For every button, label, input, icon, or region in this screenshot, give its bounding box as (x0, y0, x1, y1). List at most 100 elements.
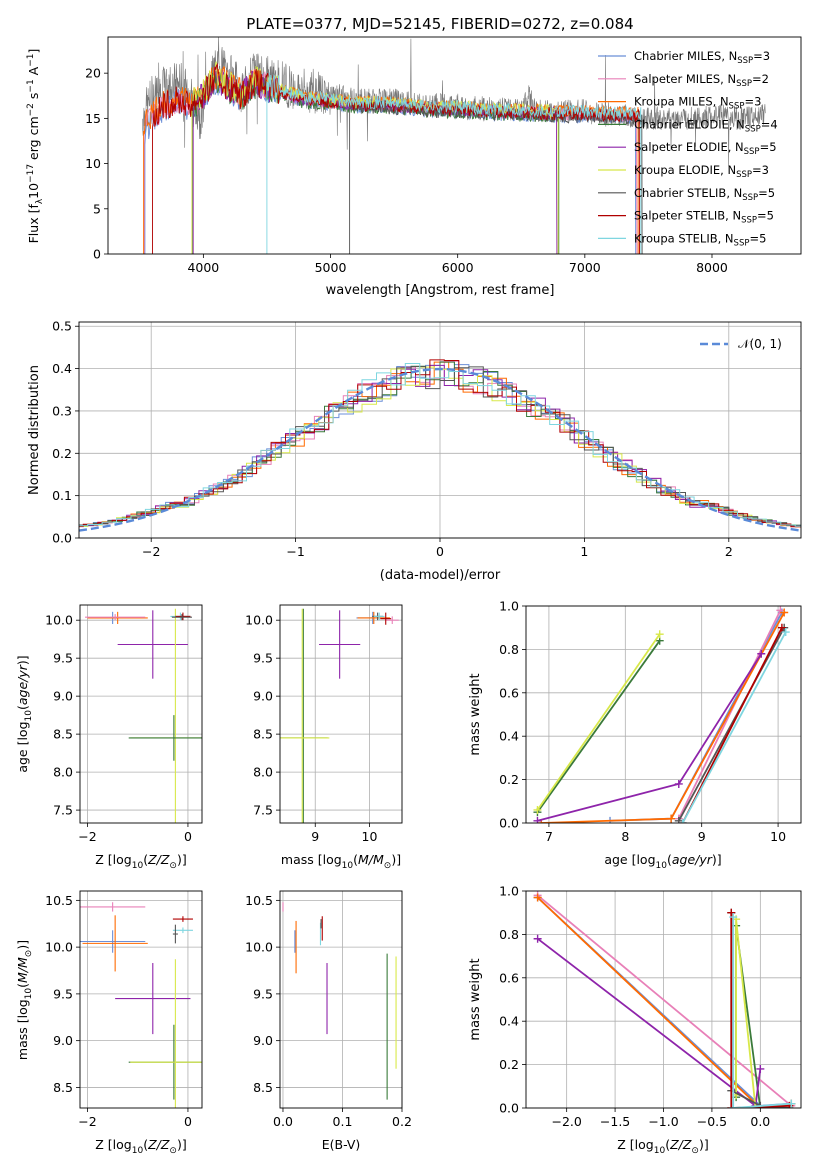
weight-line-kroupa-miles (536, 896, 792, 1108)
y-tick-label: 0.2 (499, 772, 519, 787)
axes-weight_vs_Z: −2.0 −1.5 −1.0 −0.5 0.0 0.0 0.2 0.4 0.6 0.8 1.0 mas… (468, 884, 802, 1156)
x-tick-label: 6000 (442, 260, 474, 275)
legend-label: Salpeter STELIB, NSSP=5 (634, 209, 774, 226)
x-tick-label: 1 (580, 544, 588, 559)
x-axis-label: (data-model)/error (380, 568, 501, 583)
x-tick-label: −1.0 (648, 1114, 678, 1129)
y-axis-label: Flux [fλ10−17 erg cm−2 s−1 A−1] (26, 49, 45, 244)
weight-marker (655, 630, 664, 639)
weight-marker (727, 908, 736, 917)
y-tick-label: 0.2 (52, 446, 72, 461)
weight-line-salpeter-elodie (537, 653, 763, 822)
axes-weight_vs_age: 7 8 9 10 0.0 0.2 0.4 0.6 0.8 1.0 mass weight age [l… (468, 599, 802, 871)
weight-marker (678, 819, 687, 823)
axes-frame (525, 605, 802, 824)
weight-marker (533, 816, 542, 823)
x-axis-label: age [log10(age/yr)] (604, 852, 721, 871)
y-tick-label: 7.5 (53, 803, 73, 818)
weight-line-salpeter-stelib (730, 912, 790, 1108)
y-tick-label: 8.5 (253, 1080, 273, 1095)
y-tick-label: 0.1 (52, 488, 72, 503)
x-tick-label: 0.0 (273, 1114, 293, 1129)
y-axis-label: mass [log10(M/M⊙)] (15, 940, 34, 1060)
points-mass_vs_Z (80, 902, 202, 1108)
y-tick-label: 15 (85, 111, 101, 126)
axes-frame (107, 36, 802, 255)
x-tick-label: 2 (725, 544, 733, 559)
weight-marker (757, 649, 766, 658)
weight-line-kroupa-miles (541, 612, 785, 823)
weight-line-kroupa-elodie (536, 633, 661, 811)
weight-marker (780, 608, 789, 617)
x-tick-label: 5000 (315, 260, 347, 275)
legend-label: Chabrier ELODIE, NSSP=4 (634, 117, 778, 134)
y-tick-label: 20 (85, 66, 101, 81)
weight-line-chabrier-elodie (536, 640, 661, 813)
spectrum-lines (142, 37, 766, 254)
x-tick-label: −2 (78, 1114, 96, 1129)
y-tick-label: 0.4 (499, 729, 519, 744)
model-spectrum-kroupa-stelib (266, 72, 642, 254)
legend-label: Chabrier STELIB, NSSP=5 (634, 186, 775, 203)
y-tick-label: 9.5 (53, 986, 73, 1001)
x-tick-label: 7 (545, 829, 553, 844)
axes-frame (78, 321, 802, 539)
x-tick-label: 0.2 (392, 1114, 412, 1129)
axes-frame (279, 890, 403, 1109)
y-tick-label: 9.0 (253, 689, 273, 704)
x-tick-label: −1 (286, 544, 304, 559)
x-tick-label: 0 (436, 544, 444, 559)
weight-line-chabrier-stelib (678, 627, 785, 822)
y-tick-label: 0.8 (499, 642, 519, 657)
weight-marker (756, 1064, 765, 1073)
weight-marker (777, 623, 786, 632)
y-tick-label: 10.0 (245, 613, 273, 628)
y-tick-label: 10.0 (45, 940, 73, 955)
x-tick-label: 8000 (696, 260, 728, 275)
y-tick-label: 0.8 (499, 927, 519, 942)
points-age_vs_mass (280, 608, 399, 823)
y-tick-label: 0.0 (499, 1101, 519, 1116)
y-tick-label: 10 (85, 156, 101, 171)
y-tick-label: 0.3 (52, 403, 72, 418)
x-axis-label: mass [log10(M/M⊙)] (281, 852, 401, 871)
x-axis-label: Z [log10(Z/Z⊙)] (95, 852, 186, 871)
y-tick-label: 8.5 (253, 727, 273, 742)
weight-marker (533, 934, 542, 943)
points-mass_vs_EBV (282, 902, 397, 1100)
y-tick-label: 7.5 (253, 803, 273, 818)
axes-frame (525, 890, 802, 1109)
y-axis-label: Normed distribution (27, 365, 42, 495)
lines-weight_vs_age (533, 606, 790, 823)
weight-line-salpeter-miles (537, 894, 792, 1107)
y-tick-label: 5 (93, 201, 101, 216)
x-tick-label: 10 (362, 829, 378, 844)
y-tick-label: 8.0 (253, 765, 273, 780)
y-tick-label: 10.5 (45, 893, 73, 908)
weight-marker (533, 893, 542, 902)
x-tick-label: 4000 (187, 260, 219, 275)
x-tick-label: 0 (184, 1114, 192, 1129)
y-tick-label: 9.5 (53, 651, 73, 666)
legend-label: 𝒩(0, 1) (738, 337, 782, 351)
y-tick-label: 9.0 (53, 1033, 73, 1048)
weight-line-kroupa-stelib (732, 917, 792, 1108)
x-tick-label: 0.0 (750, 1114, 770, 1129)
x-tick-label: 9 (698, 829, 706, 844)
y-tick-label: 0.6 (499, 970, 519, 985)
x-tick-label: −2 (78, 829, 96, 844)
x-axis-label: wavelength [Angstrom, rest frame] (326, 283, 555, 298)
legend-label: Kroupa STELIB, NSSP=5 (634, 231, 766, 248)
y-tick-label: 1.0 (499, 884, 519, 899)
weight-line-salpeter-miles (677, 609, 782, 820)
x-tick-label: −0.5 (697, 1114, 727, 1129)
weight-marker (667, 814, 676, 823)
weight-marker (787, 1099, 796, 1108)
points-age_vs_Z (85, 608, 202, 823)
y-tick-label: 8.0 (53, 765, 73, 780)
axes-residuals: −2 −1 0 1 2 0.0 0.1 0.2 0.3 0.4 0.5 (data-model)/er… (27, 319, 802, 583)
y-tick-label: 10.0 (45, 613, 73, 628)
weight-line-kroupa-stelib (681, 631, 787, 823)
x-axis-label: Z [log10(Z/Z⊙)] (617, 1137, 708, 1156)
